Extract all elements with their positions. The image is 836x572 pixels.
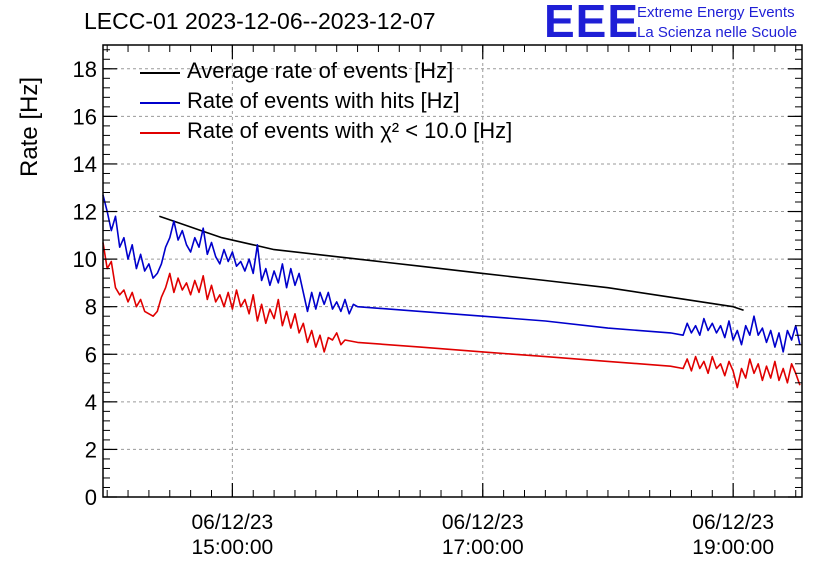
legend-swatch-average xyxy=(140,72,180,74)
eee-logo-line2: La Scienza nelle Scuole xyxy=(637,24,798,41)
x-tick-date: 06/12/23 xyxy=(441,511,524,534)
y-tick-labels: 0 2 4 6 8 10 12 14 16 18 xyxy=(73,57,97,510)
x-tick-date: 06/12/23 xyxy=(191,511,274,534)
series-layer xyxy=(102,194,801,389)
x-tick-date: 06/12/23 xyxy=(692,511,775,534)
x-tick-time: 17:00:00 xyxy=(441,536,524,559)
series-line-average xyxy=(159,215,744,312)
axis-ticks xyxy=(103,45,802,498)
grid-lines xyxy=(103,45,802,497)
y-tick-label: 6 xyxy=(85,342,97,367)
y-tick-label: 12 xyxy=(73,200,97,225)
plot-frame xyxy=(102,44,803,498)
y-axis-label: Rate [Hz] xyxy=(16,76,43,178)
legend-label-hits: Rate of events with hits [Hz] xyxy=(187,88,460,113)
eee-logo-line1: Extreme Energy Events xyxy=(637,4,795,21)
y-tick-label: 2 xyxy=(85,437,97,462)
legend-label-chi2: Rate of events with χ² < 10.0 [Hz] xyxy=(187,118,513,143)
y-tick-label: 0 xyxy=(85,485,97,510)
x-tick-time: 19:00:00 xyxy=(692,536,775,559)
x-tick-label: 06/12/23 15:00:00 xyxy=(162,510,302,560)
eee-logo: EEE Extreme Energy Events La Scienza nel… xyxy=(544,0,834,46)
legend-label-average: Average rate of events [Hz] xyxy=(187,58,454,83)
y-tick-label: 18 xyxy=(73,57,97,82)
y-tick-label: 16 xyxy=(73,104,97,129)
legend-swatch-chi2 xyxy=(140,132,180,134)
series-line-chi2 xyxy=(102,242,801,389)
eee-logo-mark: EEE xyxy=(544,0,640,47)
y-tick-label: 14 xyxy=(73,152,97,177)
legend-swatch-hits xyxy=(140,102,180,104)
y-tick-label: 8 xyxy=(85,295,97,320)
y-tick-label: 4 xyxy=(85,390,97,415)
series-line-hits xyxy=(102,194,801,353)
chart-title: LECC-01 2023-12-06--2023-12-07 xyxy=(84,8,436,34)
x-tick-label: 06/12/23 19:00:00 xyxy=(663,510,803,560)
y-tick-label: 10 xyxy=(73,247,97,272)
x-tick-label: 06/12/23 17:00:00 xyxy=(413,510,553,560)
x-tick-time: 15:00:00 xyxy=(191,536,274,559)
